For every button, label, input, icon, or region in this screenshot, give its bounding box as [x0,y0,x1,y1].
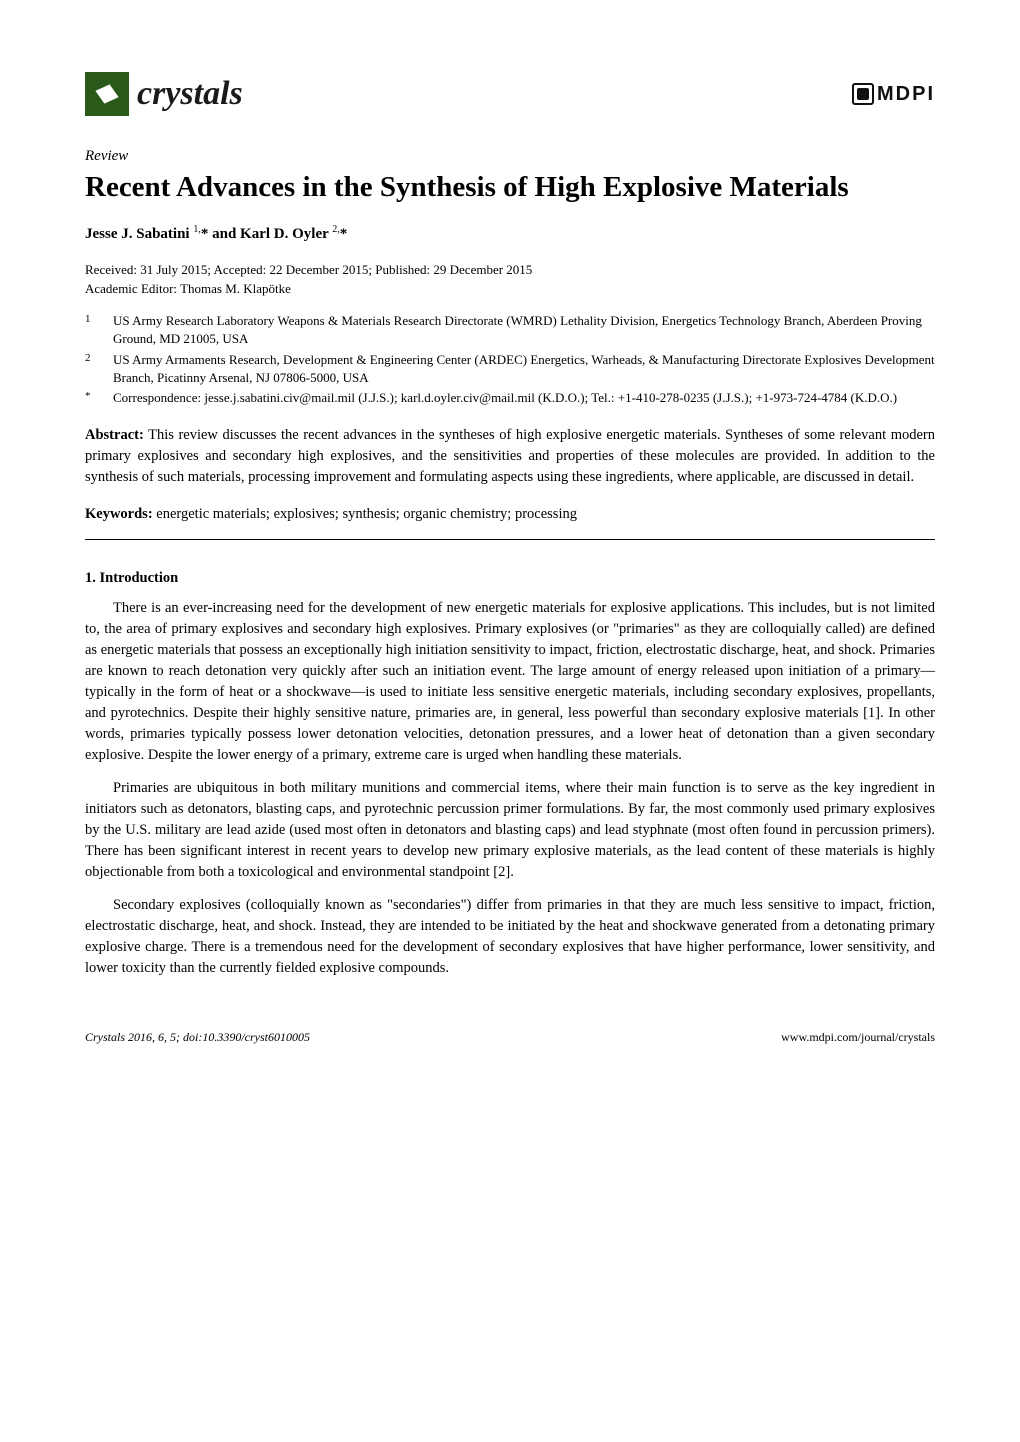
article-title: Recent Advances in the Synthesis of High… [85,169,935,205]
keywords-text: energetic materials; explosives; synthes… [156,506,577,522]
footer-citation: Crystals 2016, 6, 5; doi:10.3390/cryst60… [85,1029,310,1046]
received-line: Received: 31 July 2015; Accepted: 22 Dec… [85,261,935,279]
abstract-text: This review discusses the recent advance… [85,427,935,485]
affiliation-row: 1 US Army Research Laboratory Weapons & M… [85,312,935,348]
body-paragraph: There is an ever-increasing need for the… [85,598,935,766]
abstract-label: Abstract: [85,427,144,443]
authors: Jesse J. Sabatini 1,* and Karl D. Oyler … [85,223,935,245]
journal-leaf-icon [85,72,129,116]
publication-meta: Received: 31 July 2015; Accepted: 22 Dec… [85,261,935,298]
affiliations: 1 US Army Research Laboratory Weapons & M… [85,312,935,407]
mdpi-icon [852,83,874,105]
affiliation-text: Correspondence: jesse.j.sabatini.civ@mai… [113,389,935,407]
affiliation-marker: 2 [85,351,97,387]
affiliation-row: 2 US Army Armaments Research, Development… [85,351,935,387]
affiliation-row: * Correspondence: jesse.j.sabatini.civ@ma… [85,389,935,407]
footer-url: www.mdpi.com/journal/crystals [781,1029,935,1046]
affiliation-marker: 1 [85,312,97,348]
body-paragraph: Primaries are ubiquitous in both militar… [85,778,935,883]
affiliation-marker: * [85,389,97,407]
divider [85,539,935,540]
header-bar: crystals MDPI [85,70,935,118]
affiliation-text: US Army Armaments Research, Development … [113,351,935,387]
editor-line: Academic Editor: Thomas M. Klapötke [85,280,935,298]
publisher-logo: MDPI [852,80,935,108]
publisher-name: MDPI [877,80,935,108]
footer: Crystals 2016, 6, 5; doi:10.3390/cryst60… [85,1029,935,1046]
affiliation-text: US Army Research Laboratory Weapons & Ma… [113,312,935,348]
body-paragraph: Secondary explosives (colloquially known… [85,895,935,979]
journal-name: crystals [137,70,243,118]
keywords: Keywords: energetic materials; explosive… [85,504,935,524]
section-heading: 1. Introduction [85,568,935,588]
abstract: Abstract: This review discusses the rece… [85,425,935,488]
body-text: There is an ever-increasing need for the… [85,598,935,979]
journal-logo: crystals [85,70,243,118]
keywords-label: Keywords: [85,506,153,522]
article-type: Review [85,146,935,167]
